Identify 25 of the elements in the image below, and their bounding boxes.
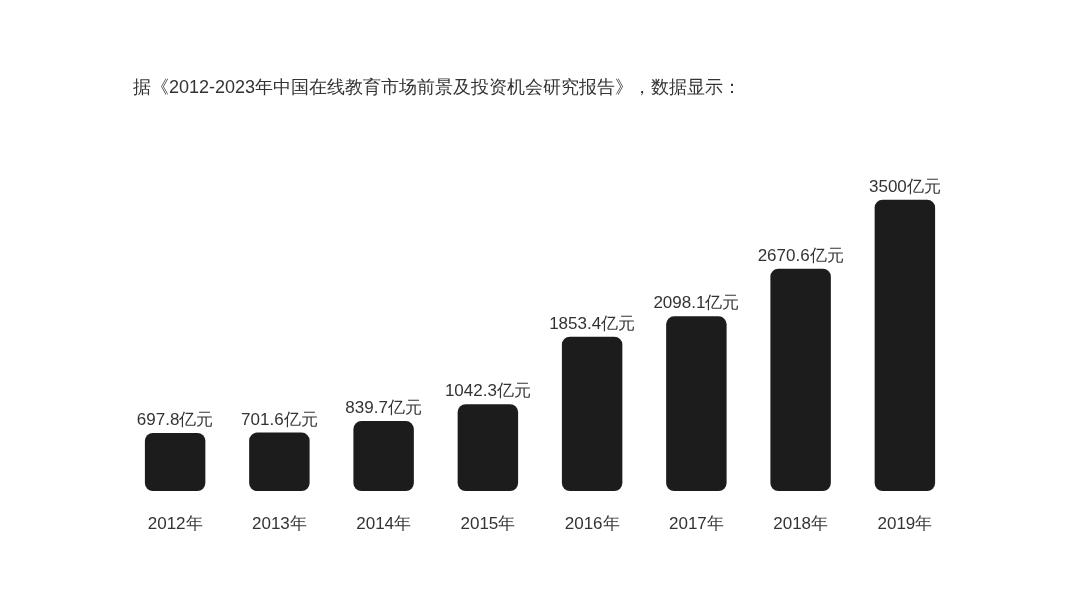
bar — [561, 336, 623, 491]
data-label: 697.8亿元 — [136, 409, 214, 429]
data-label: 701.6亿元 — [241, 409, 318, 429]
data-label: 1042.3亿元 — [444, 381, 531, 401]
bar — [874, 199, 936, 491]
data-label: 2670.6亿元 — [757, 245, 844, 265]
x-tick-label: 2013年 — [251, 514, 307, 533]
x-tick-label: 2015年 — [460, 514, 516, 533]
x-tick-label: 2017年 — [668, 514, 724, 533]
x-tick-label: 2014年 — [356, 514, 412, 533]
bar — [144, 432, 206, 491]
chart-title: 据《2012-2023年中国在线教育市场前景及投资机会研究报告》，数据显示： — [133, 77, 742, 97]
bar — [666, 316, 727, 491]
data-label: 2098.1亿元 — [653, 293, 740, 313]
data-label: 1853.4亿元 — [549, 313, 636, 333]
bar — [249, 432, 310, 491]
x-tick-label: 2012年 — [147, 514, 203, 533]
x-tick-label: 2016年 — [564, 514, 620, 533]
data-label: 3500亿元 — [868, 176, 941, 196]
bar — [353, 421, 414, 491]
x-tick-label: 2019年 — [877, 514, 933, 533]
data-label: 839.7亿元 — [345, 398, 422, 418]
bar — [770, 268, 831, 491]
x-tick-label: 2018年 — [773, 514, 829, 533]
bar — [457, 404, 519, 491]
